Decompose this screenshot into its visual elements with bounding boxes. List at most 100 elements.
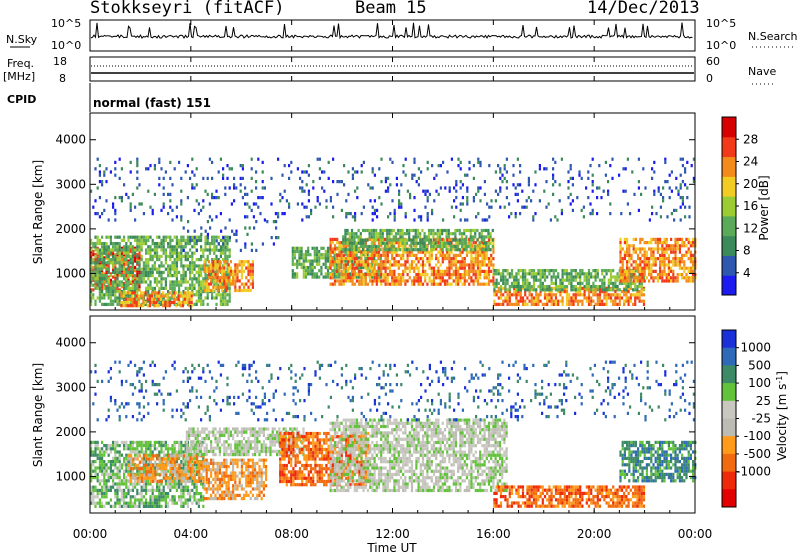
data-cell — [368, 228, 371, 233]
data-cell — [129, 469, 132, 473]
data-cell — [101, 466, 104, 470]
data-cell — [454, 244, 457, 249]
data-cell — [178, 242, 181, 246]
data-cell — [98, 264, 101, 268]
data-cell — [90, 242, 93, 246]
data-cell — [112, 302, 115, 306]
data-cell — [408, 235, 411, 239]
data-cell — [574, 278, 577, 282]
data-cell — [224, 186, 227, 190]
data-cell — [362, 263, 365, 267]
data-cell — [112, 254, 115, 258]
data-cell — [612, 288, 615, 292]
data-cell — [316, 157, 319, 161]
data-cell — [355, 257, 359, 261]
data-cell — [670, 276, 673, 280]
data-cell — [384, 237, 387, 241]
data-cell — [145, 286, 148, 290]
data-cell — [142, 280, 145, 284]
data-cell — [169, 245, 172, 249]
data-cell — [179, 291, 182, 295]
data-cell — [398, 205, 401, 209]
data-cell — [156, 277, 159, 281]
data-cell — [112, 463, 115, 467]
data-cell — [393, 282, 396, 286]
data-cell — [491, 238, 494, 242]
data-cell — [225, 282, 228, 286]
data-cell — [415, 276, 418, 280]
data-cell — [692, 260, 695, 264]
data-cell — [179, 294, 182, 298]
data-cell — [488, 215, 491, 219]
data-cell — [353, 276, 356, 280]
cpid-text: normal (fast) 151 — [93, 96, 211, 110]
data-cell — [123, 251, 126, 255]
data-cell — [435, 257, 438, 261]
data-cell — [359, 235, 362, 239]
data-cell — [126, 304, 130, 308]
data-cell — [315, 246, 319, 250]
data-cell — [371, 237, 374, 241]
data-cell — [393, 212, 396, 216]
data-cell — [182, 264, 185, 268]
data-cell — [502, 286, 505, 290]
data-cell — [98, 453, 101, 457]
data-cell — [249, 276, 252, 280]
data-cell — [561, 281, 564, 285]
data-cell — [351, 259, 354, 263]
data-cell — [621, 257, 624, 261]
data-cell — [318, 259, 321, 263]
data-cell — [336, 237, 339, 241]
data-cell — [281, 196, 284, 200]
data-cell — [572, 288, 575, 292]
data-cell — [603, 285, 606, 289]
data-cell — [228, 286, 231, 290]
data-cell — [676, 260, 679, 264]
data-cell — [251, 285, 254, 289]
data-cell — [591, 173, 594, 177]
data-cell — [427, 241, 431, 245]
data-cell — [479, 269, 482, 273]
data-cell — [162, 277, 165, 281]
data-cell — [472, 164, 475, 168]
data-cell — [358, 282, 361, 286]
data-cell — [532, 296, 536, 300]
data-cell — [386, 260, 389, 264]
data-cell — [180, 176, 183, 180]
data-cell — [336, 241, 339, 245]
data-cell — [447, 241, 450, 245]
data-cell — [118, 488, 121, 492]
data-cell — [313, 256, 316, 260]
data-cell — [628, 269, 631, 273]
data-cell — [495, 272, 498, 276]
data-cell — [101, 296, 104, 300]
data-cell — [627, 286, 630, 290]
data-cell — [94, 466, 97, 470]
data-cell — [218, 282, 221, 286]
data-cell — [247, 266, 250, 270]
data-cell — [156, 258, 159, 262]
data-cell — [676, 237, 679, 241]
data-cell — [459, 260, 462, 264]
data-cell — [631, 293, 635, 297]
data-cell — [614, 302, 617, 306]
data-cell — [216, 266, 219, 270]
data-cell — [514, 215, 517, 219]
data-cell — [90, 258, 93, 262]
data-cell — [101, 293, 104, 297]
data-cell — [129, 450, 132, 454]
data-cell — [151, 208, 154, 212]
data-cell — [485, 244, 488, 249]
data-cell — [659, 192, 662, 196]
data-cell — [92, 293, 95, 297]
data-cell — [180, 258, 183, 262]
data-cell — [406, 253, 409, 257]
data-cell — [116, 270, 119, 274]
data-cell — [94, 264, 97, 268]
data-cell — [648, 269, 651, 273]
data-cell — [648, 241, 651, 245]
data-cell — [458, 248, 461, 252]
data-cell — [94, 245, 97, 249]
data-cell — [98, 456, 101, 460]
data-cell — [116, 482, 119, 486]
